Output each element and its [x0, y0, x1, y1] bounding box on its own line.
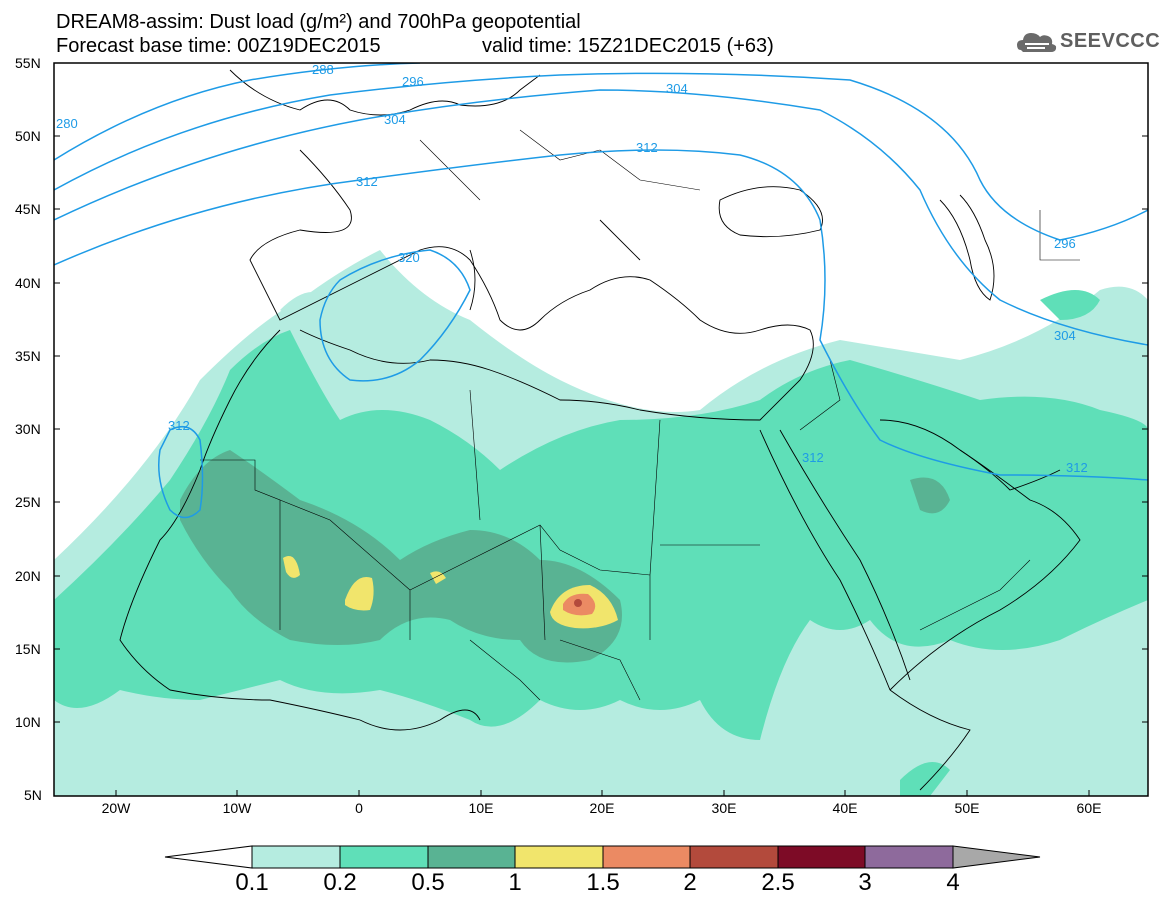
isoline-label: 280: [56, 116, 78, 131]
longitude-axis: 20W 10W 0 10E 20E 30E 40E 50E 60E: [102, 790, 1102, 816]
lat-label: 25N: [15, 494, 41, 510]
colorbar-segment: [514, 845, 604, 869]
colorbar-label: 1: [508, 869, 522, 896]
isoline-labels: 288 296 304 312 320 296 304 312 312 312 …: [56, 62, 1088, 475]
valid-time: valid time: 15Z21DEC2015 (+63): [482, 35, 774, 57]
logo-text: SEEVCCC: [1060, 30, 1161, 52]
isoline-label: 304: [384, 112, 406, 127]
dust-layer-0-5: [180, 450, 950, 663]
lat-label: 55N: [15, 55, 41, 71]
isoline-label: 312: [168, 418, 190, 433]
lon-label: 30E: [712, 800, 737, 816]
colorbar-segment: [602, 845, 691, 869]
lat-label: 45N: [15, 201, 41, 217]
colorbar-label: 0.1: [235, 869, 269, 896]
forecast-base-time: Forecast base time: 00Z19DEC2015: [56, 35, 381, 57]
colorbar-label: 4: [946, 869, 960, 896]
lon-label: 0: [355, 800, 363, 816]
colorbar-segment: [339, 845, 429, 869]
lat-label: 10N: [15, 714, 41, 730]
cloud-logo-icon: [1017, 33, 1057, 52]
lon-label: 50E: [955, 800, 980, 816]
lat-label: 5N: [24, 787, 42, 803]
isoline-label: 312: [636, 140, 658, 155]
lat-label: 15N: [15, 641, 41, 657]
isoline-label: 320: [398, 250, 420, 265]
lon-label: 40E: [833, 800, 858, 816]
isoline-label: 312: [802, 450, 824, 465]
coastlines: [119, 69, 1081, 791]
dust-layer-2: [574, 599, 582, 607]
colorbar-segment: [251, 845, 341, 869]
colorbar-label: 1.5: [586, 869, 620, 896]
colorbar-segment: [777, 845, 866, 869]
lat-label: 50N: [15, 128, 41, 144]
colorbar-over-triangle: [952, 845, 1041, 869]
lon-label: 60E: [1077, 800, 1102, 816]
lon-label: 20W: [102, 800, 132, 816]
isoline-label: 296: [1054, 236, 1076, 251]
lon-label: 10E: [469, 800, 494, 816]
country-borders: [200, 129, 1080, 701]
colorbar: [164, 845, 1041, 869]
isoline-label: 288: [312, 62, 334, 77]
lat-label: 30N: [15, 421, 41, 437]
colorbar-segment: [689, 845, 779, 869]
lat-label: 20N: [15, 568, 41, 584]
colorbar-segment: [427, 845, 516, 869]
map-title: DREAM8-assim: Dust load (g/m²) and 700hP…: [56, 11, 581, 33]
colorbar-under-triangle: [164, 845, 253, 869]
isoline-label: 296: [402, 74, 424, 89]
colorbar-label: 0.2: [323, 869, 357, 896]
colorbar-segment: [864, 845, 954, 869]
geopotential-isolines: [54, 63, 1148, 519]
isoline-label: 304: [1054, 328, 1076, 343]
isoline-label: 312: [1066, 460, 1088, 475]
isoline-label: 304: [666, 81, 688, 96]
colorbar-label: 3: [858, 869, 872, 896]
colorbar-label: 0.5: [411, 869, 445, 896]
latitude-axis: 55N 50N 45N 40N 35N 30N 25N 20N 15N 10N …: [15, 55, 1148, 803]
colorbar-label: 2.5: [761, 869, 795, 896]
lat-label: 40N: [15, 275, 41, 291]
colorbar-label: 2: [683, 869, 697, 896]
lat-label: 35N: [15, 348, 41, 364]
isoline-label: 312: [356, 174, 378, 189]
lon-label: 10W: [223, 800, 253, 816]
lon-label: 20E: [590, 800, 615, 816]
